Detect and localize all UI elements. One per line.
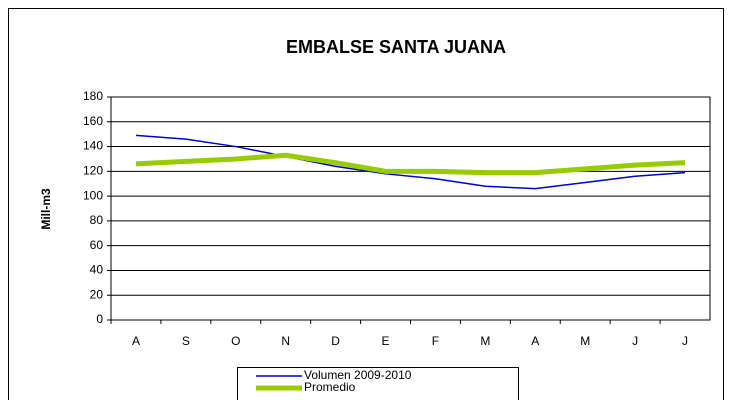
line-series [135, 134, 686, 190]
y-tick-label: 160 [83, 114, 103, 128]
y-tick-label: 100 [83, 188, 103, 202]
x-tick-label: J [632, 334, 638, 348]
legend-box [237, 367, 519, 400]
legend-label: Volumen 2009-2010 [304, 368, 412, 382]
x-tick-label: F [432, 334, 439, 348]
x-tick-label: O [231, 334, 240, 348]
y-tick-label: 20 [90, 287, 104, 301]
chart-title: EMBALSE SANTA JUANA [286, 37, 506, 57]
y-tick-label: 40 [90, 263, 104, 277]
y-tick-label: 0 [96, 312, 103, 326]
chart-border [8, 8, 724, 400]
x-tick-label: D [331, 334, 340, 348]
y-tick-label: 80 [90, 213, 104, 227]
x-tick-label: M [480, 334, 490, 348]
y-tick-label: 120 [83, 164, 103, 178]
x-tick-label: E [382, 334, 390, 348]
y-axis-label: Mill-m3 [39, 188, 53, 230]
x-tick-label: N [281, 334, 290, 348]
line-series [135, 152, 686, 176]
legend-label: Promedio [304, 380, 356, 394]
x-tick-label: A [531, 334, 539, 348]
y-tick-label: 60 [90, 238, 104, 252]
y-tick-label: 180 [83, 89, 103, 103]
x-tick-label: M [580, 334, 590, 348]
y-tick-label: 140 [83, 139, 103, 153]
x-tick-label: S [182, 334, 190, 348]
x-tick-label: A [132, 334, 140, 348]
x-tick-label: J [682, 334, 688, 348]
